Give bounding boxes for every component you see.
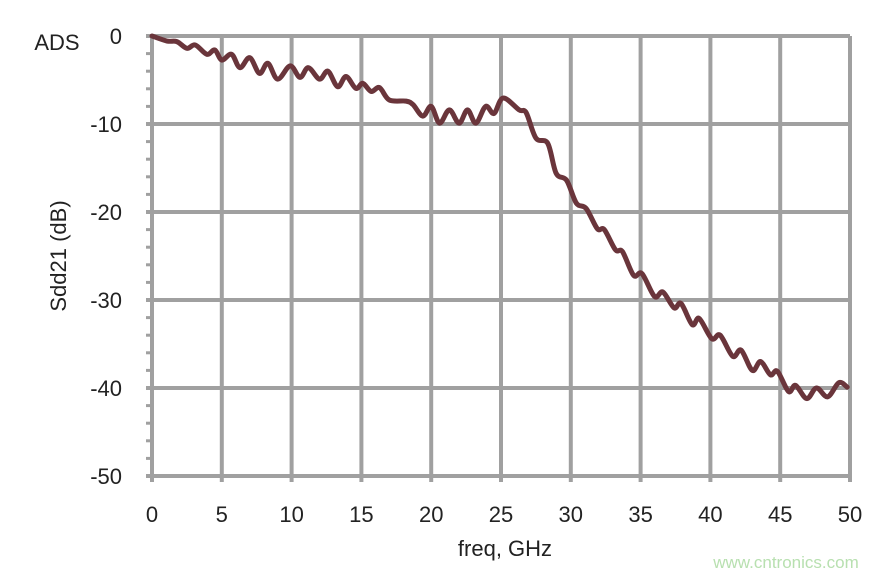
x-tick-label: 50 — [838, 502, 862, 527]
x-tick-label: 5 — [216, 502, 228, 527]
corner-label: ADS — [34, 30, 79, 55]
y-tick-label: -10 — [90, 112, 122, 137]
minor-ticks — [146, 52, 152, 460]
x-tick-label: 40 — [698, 502, 722, 527]
y-axis-label: Sdd21 (dB) — [46, 200, 71, 311]
x-tick-label: 15 — [349, 502, 373, 527]
watermark: www.cntronics.com — [712, 553, 858, 572]
y-tick-label: -40 — [90, 376, 122, 401]
series-line — [149, 33, 850, 402]
x-tick-label: 20 — [419, 502, 443, 527]
x-tick-label: 30 — [559, 502, 583, 527]
x-tick-labels: 0 5 10 15 20 25 30 35 40 45 50 — [146, 502, 862, 527]
y-tick-label: -30 — [90, 288, 122, 313]
y-tick-label: -20 — [90, 200, 122, 225]
y-tick-labels: 0 -10 -20 -30 -40 -50 — [90, 24, 122, 489]
x-axis-label: freq, GHz — [458, 536, 552, 561]
x-tick-label: 35 — [628, 502, 652, 527]
grid — [146, 34, 852, 482]
x-tick-label: 10 — [279, 502, 303, 527]
y-tick-label: 0 — [110, 24, 122, 49]
x-tick-label: 45 — [768, 502, 792, 527]
x-tick-label: 25 — [489, 502, 513, 527]
y-tick-label: -50 — [90, 464, 122, 489]
x-tick-label: 0 — [146, 502, 158, 527]
